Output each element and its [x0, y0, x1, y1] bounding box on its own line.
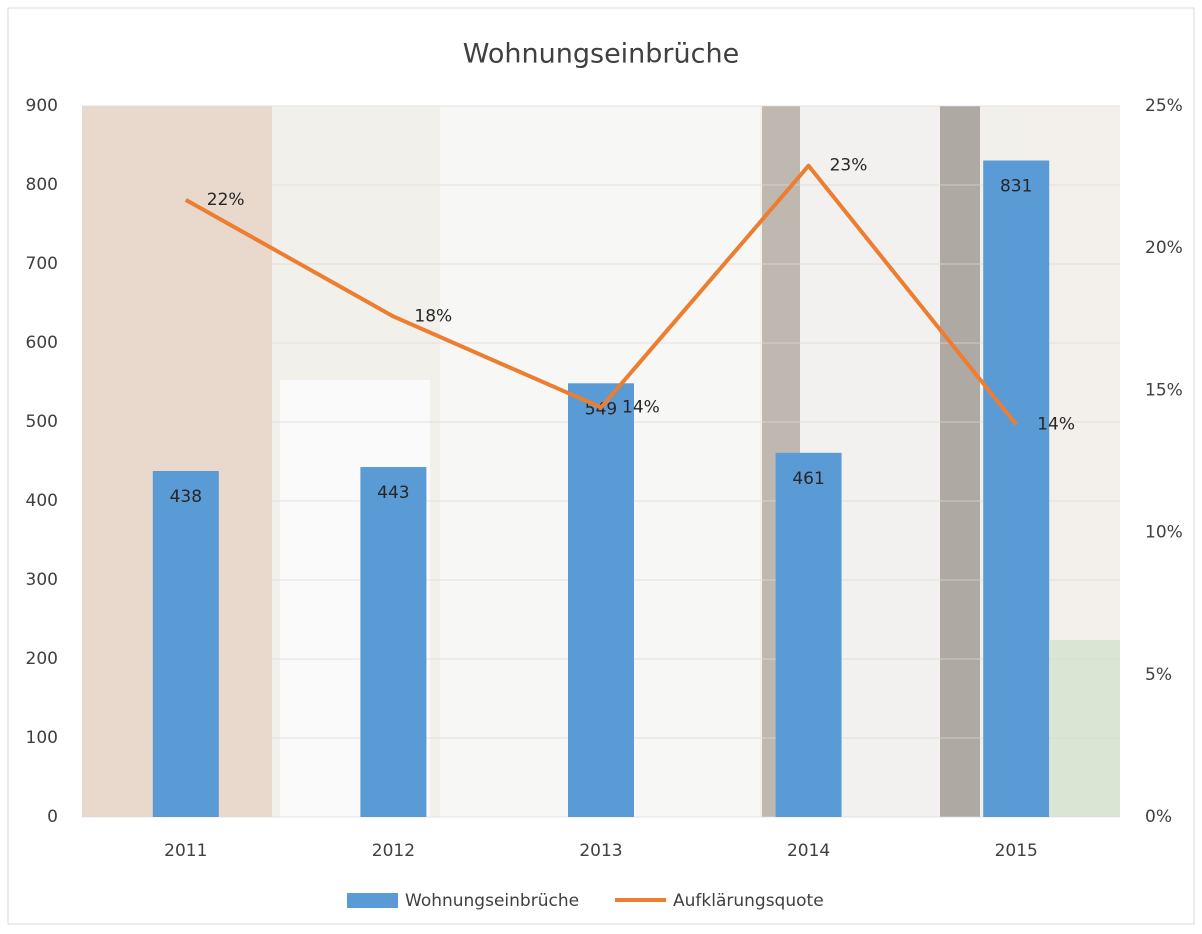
chart: Wohnungseinbrüche 0 100 200 300 400 500 600 700… — [0, 0, 1202, 930]
legend-swatch — [347, 893, 398, 908]
x-tick-label: 2014 — [787, 841, 830, 861]
y2-tick-label: 0% — [1145, 807, 1172, 827]
y-tick-label: 900 — [26, 96, 58, 116]
bar-value-label: 461 — [792, 469, 824, 489]
x-tick-label: 2015 — [995, 841, 1038, 861]
y-tick-label: 200 — [26, 649, 58, 669]
line-value-label: 23% — [830, 156, 868, 176]
legend-label: Aufklärungsquote — [673, 891, 824, 911]
y2-tick-label: 20% — [1145, 238, 1183, 258]
y-tick-label: 700 — [26, 254, 58, 274]
line-value-label: 18% — [414, 306, 452, 326]
y2-tick-label: 25% — [1145, 96, 1183, 116]
legend-label: Wohnungseinbrüche — [405, 891, 579, 911]
bar — [153, 471, 219, 817]
chart-title: Wohnungseinbrüche — [463, 39, 739, 70]
line-value-label: 14% — [622, 397, 660, 417]
bar — [360, 467, 426, 817]
bar — [568, 383, 634, 817]
line-value-label: 14% — [1037, 415, 1075, 435]
y-tick-label: 0 — [47, 807, 58, 827]
x-tick-label: 2012 — [372, 841, 415, 861]
y-tick-label: 100 — [26, 728, 58, 748]
bar-value-label: 443 — [377, 483, 409, 503]
bar — [776, 453, 842, 817]
bar-value-label: 831 — [1000, 177, 1032, 197]
y2-tick-label: 15% — [1145, 380, 1183, 400]
y-tick-label: 800 — [26, 175, 58, 195]
line-value-label: 22% — [207, 190, 245, 210]
y2-tick-label: 10% — [1145, 523, 1183, 543]
y-tick-label: 600 — [26, 333, 58, 353]
y2-tick-label: 5% — [1145, 665, 1172, 685]
bar — [983, 161, 1049, 817]
bar-value-label: 438 — [170, 487, 202, 507]
x-tick-label: 2011 — [164, 841, 207, 861]
y-tick-label: 300 — [26, 570, 58, 590]
x-tick-label: 2013 — [579, 841, 622, 861]
y-tick-label: 400 — [26, 491, 58, 511]
y-tick-label: 500 — [26, 412, 58, 432]
